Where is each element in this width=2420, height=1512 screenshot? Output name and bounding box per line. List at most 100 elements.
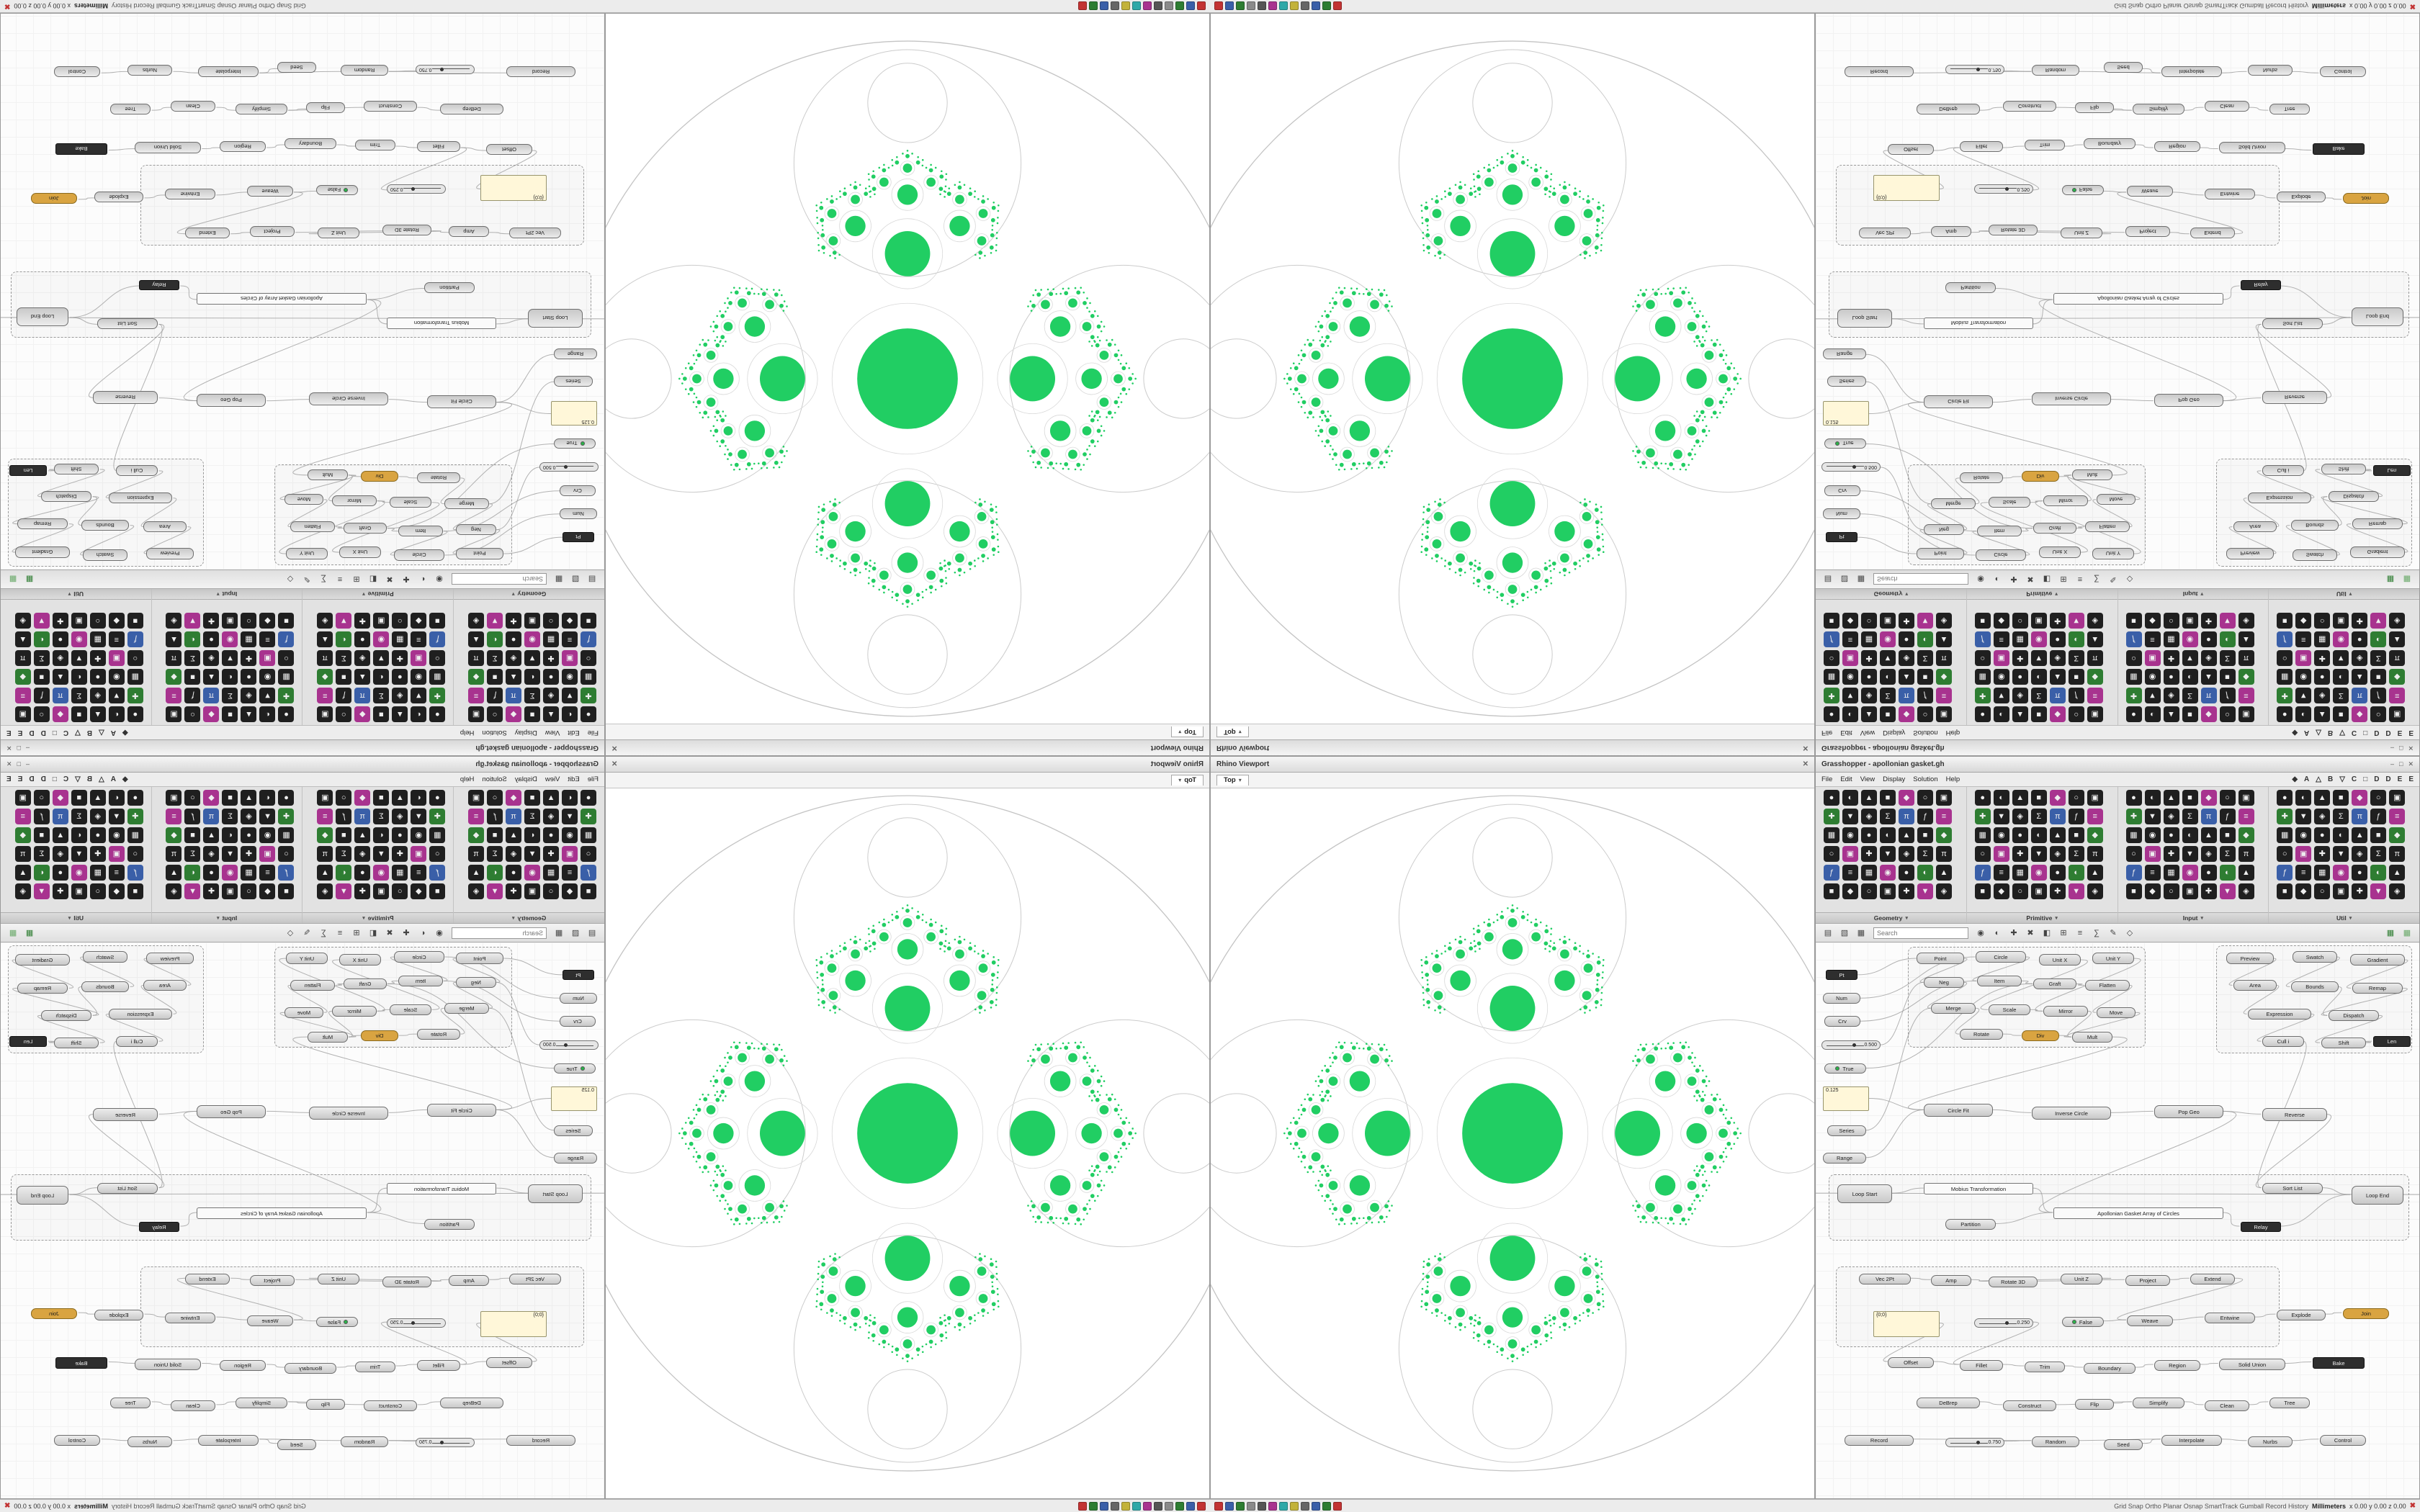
component-icon[interactable]: ◐ bbox=[2295, 790, 2312, 806]
category-tab[interactable]: □ bbox=[2363, 775, 2368, 783]
component-icon[interactable]: ▦ bbox=[429, 827, 446, 843]
component-icon[interactable]: ◐ bbox=[1842, 706, 1858, 722]
component-icon[interactable]: ○ bbox=[2314, 613, 2331, 629]
component-icon[interactable]: ● bbox=[2200, 865, 2217, 881]
component-icon[interactable]: ○ bbox=[184, 706, 201, 722]
component-icon[interactable]: ▼ bbox=[524, 650, 540, 666]
component-icon[interactable]: ● bbox=[89, 827, 106, 843]
list-icon[interactable]: ≡ bbox=[2077, 928, 2083, 937]
gh-node[interactable]: Project bbox=[250, 226, 295, 237]
planar-icon[interactable] bbox=[1268, 1, 1277, 11]
component-icon[interactable]: ● bbox=[354, 631, 371, 647]
component-icon[interactable]: Σ bbox=[2219, 650, 2236, 666]
gh-node[interactable]: Boundary bbox=[284, 1363, 336, 1374]
gh-node[interactable]: 0.500 bbox=[1821, 1040, 1881, 1050]
grid-display-icon[interactable]: ▦ bbox=[2386, 575, 2395, 584]
component-icon[interactable]: ƒ bbox=[336, 809, 352, 824]
component-icon[interactable]: ƒ bbox=[581, 865, 596, 881]
gh-node[interactable]: Vec 2Pt bbox=[509, 1274, 561, 1284]
component-icon[interactable]: ■ bbox=[2125, 613, 2142, 629]
gh-node[interactable]: Seed bbox=[2104, 1439, 2143, 1450]
gh-node[interactable]: Control bbox=[2320, 66, 2366, 77]
category-tab[interactable]: ▽ bbox=[75, 729, 81, 737]
gh-node[interactable]: Graft bbox=[2033, 978, 2076, 989]
component-icon[interactable]: ✚ bbox=[2163, 650, 2179, 666]
component-icon[interactable]: ◐ bbox=[562, 706, 578, 722]
gh-node[interactable]: Solid Union bbox=[135, 1359, 201, 1370]
category-tab[interactable]: ▽ bbox=[2339, 775, 2345, 783]
stop-icon[interactable] bbox=[1078, 1501, 1087, 1511]
component-icon[interactable]: ◉ bbox=[1880, 631, 1896, 647]
grid-icon[interactable] bbox=[1165, 1, 1173, 11]
component-icon[interactable]: ◐ bbox=[108, 790, 125, 806]
component-icon[interactable]: ▲ bbox=[2087, 631, 2103, 647]
component-icon[interactable]: ◆ bbox=[1842, 883, 1858, 899]
component-icon[interactable]: ≡ bbox=[14, 809, 31, 824]
gh-node[interactable]: Rotate 3D bbox=[382, 225, 431, 235]
pause-icon[interactable] bbox=[1312, 1, 1320, 11]
menu-item-display[interactable]: Display bbox=[514, 729, 537, 737]
sum-icon[interactable]: ∑ bbox=[321, 928, 326, 937]
planar-icon[interactable] bbox=[1143, 1501, 1152, 1511]
gh-node[interactable]: Flip bbox=[306, 1399, 345, 1410]
component-icon[interactable]: ▦ bbox=[1974, 827, 1991, 843]
category-tab[interactable]: ◆ bbox=[122, 775, 128, 783]
component-icon[interactable]: ■ bbox=[2333, 706, 2349, 722]
component-icon[interactable]: π bbox=[14, 846, 31, 862]
planar-icon[interactable] bbox=[1268, 1501, 1277, 1511]
gh-node[interactable]: Mobius Transformation bbox=[387, 1183, 496, 1194]
component-icon[interactable]: ▣ bbox=[2182, 613, 2198, 629]
component-icon[interactable]: ▣ bbox=[222, 883, 238, 899]
component-icon[interactable]: ◐ bbox=[2068, 865, 2084, 881]
component-icon[interactable]: ◈ bbox=[14, 613, 31, 629]
gh-node[interactable]: Scale bbox=[1989, 497, 2030, 508]
component-icon[interactable]: ✚ bbox=[354, 613, 371, 629]
gh-node[interactable]: Unit Z bbox=[2061, 1274, 2102, 1284]
component-icon[interactable]: ƒ bbox=[1917, 688, 1933, 703]
component-icon[interactable]: Σ bbox=[373, 809, 390, 824]
component-icon[interactable]: ◐ bbox=[2370, 631, 2387, 647]
gh-node[interactable]: DeBrep bbox=[1917, 104, 1980, 114]
component-icon[interactable]: ▣ bbox=[2182, 883, 2198, 899]
gh-node[interactable]: Explode bbox=[2277, 1310, 2326, 1320]
component-icon[interactable]: ● bbox=[581, 790, 596, 806]
component-icon[interactable]: ✚ bbox=[203, 883, 220, 899]
gh-node[interactable]: Trim bbox=[2025, 1362, 2065, 1372]
component-icon[interactable]: ◈ bbox=[543, 809, 559, 824]
component-icon[interactable]: ◈ bbox=[392, 809, 408, 824]
component-icon[interactable]: ○ bbox=[127, 846, 143, 862]
component-icon[interactable]: ≡ bbox=[1936, 688, 1952, 703]
component-icon[interactable]: ▲ bbox=[543, 790, 559, 806]
panel-caption[interactable]: Input ▾ bbox=[151, 589, 302, 600]
gh-node[interactable]: Cull i bbox=[116, 1036, 158, 1047]
panel-caption[interactable]: Input ▾ bbox=[151, 912, 302, 923]
component-icon[interactable]: ▼ bbox=[33, 883, 50, 899]
component-icon[interactable]: ▣ bbox=[524, 883, 540, 899]
component-icon[interactable]: ◉ bbox=[71, 631, 87, 647]
component-icon[interactable]: ○ bbox=[2012, 613, 2028, 629]
status-units[interactable]: Millimeters bbox=[2312, 2, 2347, 10]
canvas-search-input[interactable] bbox=[1873, 927, 1968, 939]
gh-node[interactable]: Relay bbox=[139, 1222, 179, 1232]
component-icon[interactable]: ◆ bbox=[411, 613, 427, 629]
component-icon[interactable]: ◉ bbox=[71, 865, 87, 881]
component-icon[interactable]: ✚ bbox=[2049, 883, 2066, 899]
component-icon[interactable]: ■ bbox=[127, 883, 143, 899]
component-icon[interactable]: ◐ bbox=[108, 706, 125, 722]
component-icon[interactable]: ▲ bbox=[2314, 706, 2331, 722]
component-icon[interactable]: ◆ bbox=[2295, 883, 2312, 899]
component-icon[interactable]: ○ bbox=[2219, 790, 2236, 806]
component-icon[interactable]: Σ bbox=[2182, 688, 2198, 703]
component-icon[interactable]: ▦ bbox=[2125, 827, 2142, 843]
component-icon[interactable]: ◆ bbox=[1993, 883, 2009, 899]
component-icon[interactable]: ≡ bbox=[166, 688, 182, 703]
component-icon[interactable]: ▲ bbox=[89, 706, 106, 722]
canvas-grid-icon[interactable]: ▦ bbox=[2403, 928, 2411, 937]
gh-node[interactable]: Preview bbox=[2226, 548, 2274, 559]
component-icon[interactable]: ◆ bbox=[14, 669, 31, 685]
component-icon[interactable]: ƒ bbox=[336, 688, 352, 703]
component-icon[interactable]: π bbox=[468, 650, 484, 666]
viewport-canvas[interactable] bbox=[606, 14, 1209, 724]
component-icon[interactable]: Σ bbox=[222, 809, 238, 824]
remove-icon[interactable]: ✖ bbox=[2027, 575, 2034, 584]
